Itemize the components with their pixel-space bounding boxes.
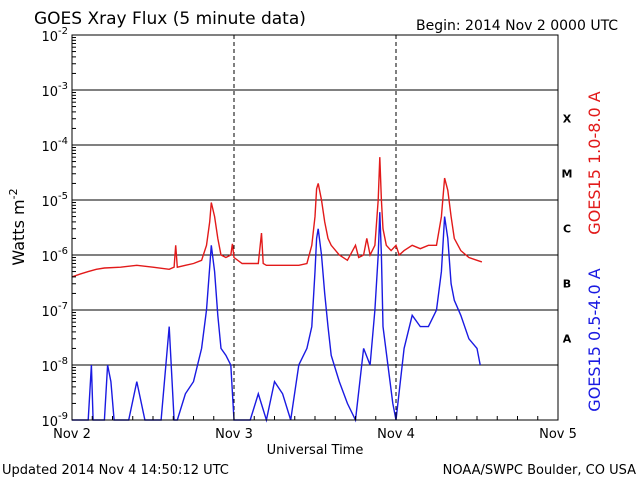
gridlines: [72, 35, 558, 420]
y-tick-label: 10-7: [41, 301, 68, 320]
legend-long-wave-label: GOES15 1.0-8.0 A: [585, 91, 604, 234]
x-axis-ticks: Nov 2 Nov 3 Nov 4 Nov 5: [53, 412, 577, 442]
x-tick-label: Nov 2: [53, 427, 91, 442]
flare-class-label: B: [563, 278, 571, 291]
x-tick-label: Nov 3: [215, 427, 253, 442]
y-tick-label: 10-3: [41, 81, 68, 100]
legend-short-wave-label: GOES15 0.5-4.0 A: [585, 268, 604, 411]
series-long-wave: [71, 157, 483, 278]
flare-class-label: X: [563, 113, 572, 126]
y-axis-label: Watts m-2: [7, 188, 28, 265]
y-tick-label: 10-9: [41, 411, 68, 430]
x-axis-label: Universal Time: [267, 443, 364, 458]
y-tick-label: 10-6: [41, 246, 68, 265]
y-tick-label: 10-5: [41, 191, 68, 210]
flare-class-labels: X M C B A: [562, 113, 573, 346]
chart-title: GOES Xray Flux (5 minute data): [34, 9, 306, 29]
y-tick-label: 10-4: [41, 136, 68, 155]
flare-class-label: C: [563, 223, 571, 236]
y-axis-ticks: 10-2 10-3 10-4 10-5 10-6 10-7 10-8 10-9: [41, 26, 80, 430]
footer-updated: Updated 2014 Nov 4 14:50:12 UTC: [2, 463, 229, 478]
y-tick-label: 10-8: [41, 356, 68, 375]
flare-class-label: A: [563, 333, 572, 346]
footer-source: NOAA/SWPC Boulder, CO USA: [443, 463, 636, 478]
x-tick-label: Nov 5: [539, 427, 577, 442]
flare-class-label: M: [562, 168, 573, 181]
begin-label: Begin: 2014 Nov 2 0000 UTC: [416, 18, 618, 34]
y-tick-label: 10-2: [41, 26, 68, 45]
x-tick-label: Nov 4: [377, 427, 415, 442]
series-line-long-wave: [71, 157, 483, 278]
